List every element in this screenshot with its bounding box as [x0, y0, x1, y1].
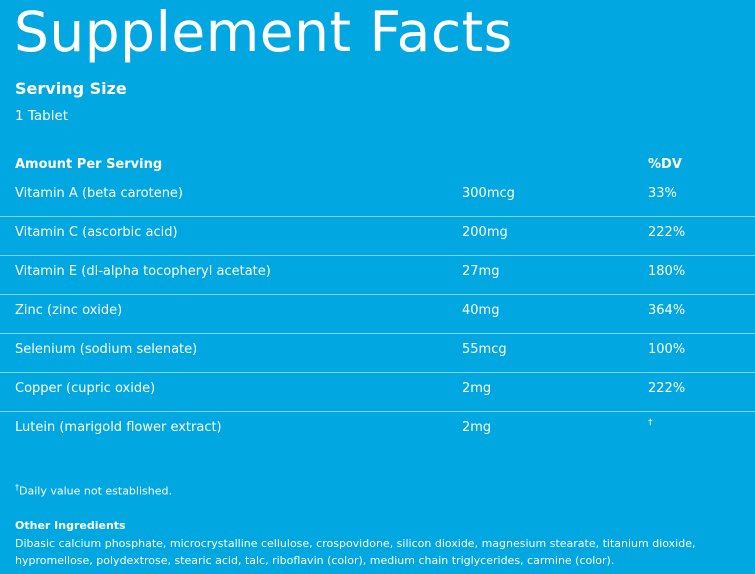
nutrient-dv: 222% — [648, 381, 686, 396]
other-ingredients-title: Other Ingredients — [15, 519, 126, 532]
table-row: Vitamin C (ascorbic acid) 200mg 222% — [0, 217, 755, 256]
table-row: Vitamin A (beta carotene) 300mcg 33% — [0, 178, 755, 217]
nutrient-table: Amount Per Serving %DV Vitamin A (beta c… — [0, 152, 755, 450]
nutrient-name: Selenium (sodium selenate) — [15, 342, 198, 357]
table-row: Selenium (sodium selenate) 55mcg 100% — [0, 334, 755, 373]
table-row: Zinc (zinc oxide) 40mg 364% — [0, 295, 755, 334]
table-row: Copper (cupric oxide) 2mg 222% — [0, 373, 755, 412]
nutrient-amount: 200mg — [462, 225, 508, 240]
table-row: Vitamin E (dl-alpha tocopheryl acetate) … — [0, 256, 755, 295]
nutrient-dv: 222% — [648, 225, 686, 240]
column-header-dv: %DV — [648, 157, 682, 172]
nutrient-amount: 40mg — [462, 303, 500, 318]
nutrient-dv: 364% — [648, 303, 686, 318]
nutrient-amount: 2mg — [462, 420, 492, 435]
footnote-text: Daily value not established. — [19, 484, 172, 498]
page-title: Supplement Facts — [14, 0, 513, 64]
column-header-amount-per-serving: Amount Per Serving — [15, 157, 163, 172]
nutrient-name: Vitamin E (dl-alpha tocopheryl acetate) — [15, 264, 271, 279]
table-row: Lutein (marigold flower extract) 2mg † — [0, 412, 755, 450]
nutrient-dv: 33% — [648, 186, 677, 201]
nutrient-name: Lutein (marigold flower extract) — [15, 420, 222, 435]
nutrient-dv: 180% — [648, 264, 686, 279]
nutrient-dv: 100% — [648, 342, 686, 357]
other-ingredients-text: Dibasic calcium phosphate, microcrystall… — [15, 537, 696, 567]
nutrient-name: Vitamin A (beta carotene) — [15, 186, 184, 201]
nutrient-amount: 55mcg — [462, 342, 507, 357]
nutrient-name: Zinc (zinc oxide) — [15, 303, 123, 318]
serving-size-value: 1 Tablet — [15, 108, 69, 124]
serving-size-label: Serving Size — [15, 79, 127, 98]
nutrient-amount: 2mg — [462, 381, 492, 396]
nutrient-dv: † — [648, 418, 653, 428]
nutrient-name: Vitamin C (ascorbic acid) — [15, 225, 178, 240]
nutrient-name: Copper (cupric oxide) — [15, 381, 156, 396]
daily-value-footnote: †Daily value not established. — [15, 481, 172, 499]
table-header: Amount Per Serving %DV — [0, 152, 755, 178]
nutrient-amount: 300mcg — [462, 186, 515, 201]
footnote-dagger: † — [15, 483, 19, 492]
nutrient-amount: 27mg — [462, 264, 500, 279]
